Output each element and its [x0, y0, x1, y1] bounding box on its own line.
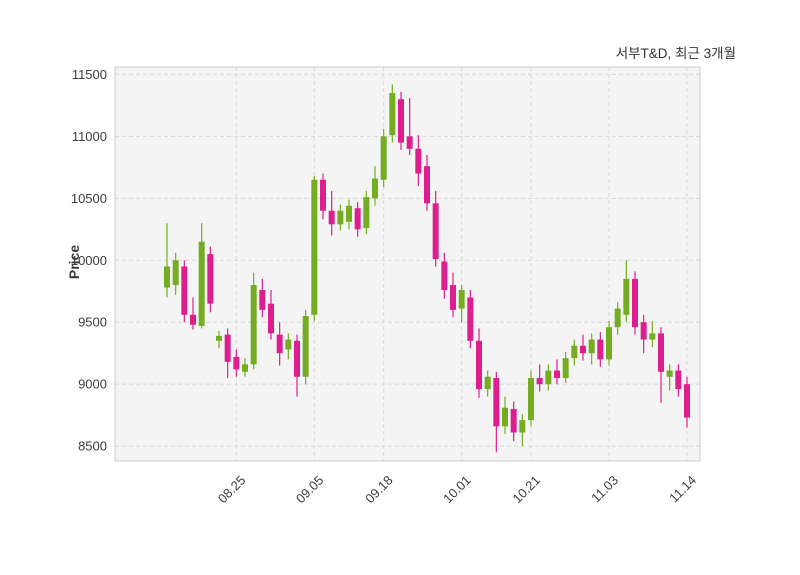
x-tick-label: 11.14: [666, 473, 699, 506]
candles-group: [164, 84, 690, 453]
candle-body-down: [406, 136, 413, 149]
candle-body-down: [432, 203, 439, 260]
candle-body-up: [623, 278, 630, 315]
candle-body-down: [424, 166, 430, 204]
y-tick-label: 11000: [72, 129, 107, 144]
candle-body-down: [554, 370, 560, 378]
x-tick-label: 09.18: [362, 473, 396, 507]
candle-body-up: [242, 364, 248, 372]
plot-border: [114, 66, 701, 462]
x-tick-label: 10.21: [510, 473, 544, 507]
y-tick-label: 10500: [71, 191, 107, 206]
candle-body-up: [519, 420, 526, 433]
y-tick-labels: 8500 9000 9500 10000 10500 11000 11500: [71, 67, 107, 454]
candle-body-up: [571, 345, 578, 359]
candle-body-down: [658, 333, 664, 372]
candle-body-up: [502, 407, 508, 427]
x-tick-labels: 08.25 09.05 09.18 10.01 10.21 11.03 11.14: [215, 473, 699, 507]
candle-body-up: [250, 285, 257, 365]
candle-body-down: [441, 261, 448, 291]
candle-body-up: [545, 370, 552, 385]
candle-body-down: [354, 208, 361, 230]
candle-body-down: [190, 314, 196, 325]
candle-body-up: [389, 93, 396, 136]
candle-body-up: [372, 178, 378, 199]
candle-body-down: [294, 340, 300, 377]
candle-body-down: [493, 377, 500, 427]
candle-body-down: [415, 148, 422, 174]
candle-body-down: [467, 297, 474, 341]
y-tick-label: 9500: [78, 315, 107, 330]
chart-title: 서부T&D, 최근 3개월: [616, 46, 736, 61]
chart-canvas: 8500 9000 9500 10000 10500 11000 11500 08.25 09.…: [71, 66, 701, 507]
candle-body-down: [328, 210, 335, 225]
candle-body-down: [510, 408, 517, 433]
candle-body-up: [363, 197, 370, 229]
candle-body-up: [346, 205, 352, 222]
candle-body-down: [181, 266, 188, 315]
y-tick-label: 8500: [78, 439, 107, 454]
candle-body-up: [198, 241, 205, 326]
candle-body-down: [233, 356, 240, 370]
candle-body-down: [640, 322, 647, 340]
candle-body-up: [216, 335, 222, 341]
candle-body-up: [484, 376, 491, 390]
candle-body-down: [224, 334, 231, 362]
candle-body-down: [207, 254, 214, 304]
x-tick-label: 08.25: [215, 473, 249, 507]
candle-body-down: [320, 179, 326, 211]
x-tick-label: 10.01: [440, 473, 474, 507]
y-tick-label: 10000: [71, 253, 107, 268]
candle-body-down: [476, 340, 482, 390]
candle-body-up: [606, 327, 612, 360]
candle-body-up: [666, 370, 673, 377]
y-axis-label: Price: [66, 245, 82, 279]
candle-body-down: [632, 278, 638, 328]
y-tick-label: 11500: [72, 67, 107, 82]
candle-body-down: [675, 370, 682, 390]
candle-body-up: [614, 308, 621, 328]
candle-body-down: [276, 334, 283, 354]
candle-body-down: [398, 99, 404, 143]
x-tick-label: 09.05: [293, 473, 327, 507]
candle-body-up: [458, 290, 465, 309]
candle-body-down: [536, 377, 543, 385]
candle-body-up: [164, 266, 170, 288]
candle-body-up: [649, 333, 656, 340]
candle-body-up: [172, 260, 179, 286]
candle-body-up: [311, 179, 318, 315]
candle-body-down: [580, 345, 586, 354]
candle-body-down: [597, 339, 604, 360]
candle-body-up: [285, 339, 292, 350]
candle-body-down: [259, 290, 266, 310]
x-tick-label: 11.03: [588, 473, 621, 506]
candle-body-down: [450, 285, 456, 310]
candle-body-up: [562, 358, 569, 378]
candle-body-down: [684, 384, 690, 418]
candle-body-up: [337, 210, 344, 225]
candle-body-down: [268, 303, 274, 334]
candle-body-up: [528, 377, 534, 421]
y-tick-label: 9000: [78, 377, 107, 392]
candle-body-up: [380, 136, 387, 180]
candle-body-up: [302, 316, 309, 377]
candle-body-up: [588, 339, 595, 354]
